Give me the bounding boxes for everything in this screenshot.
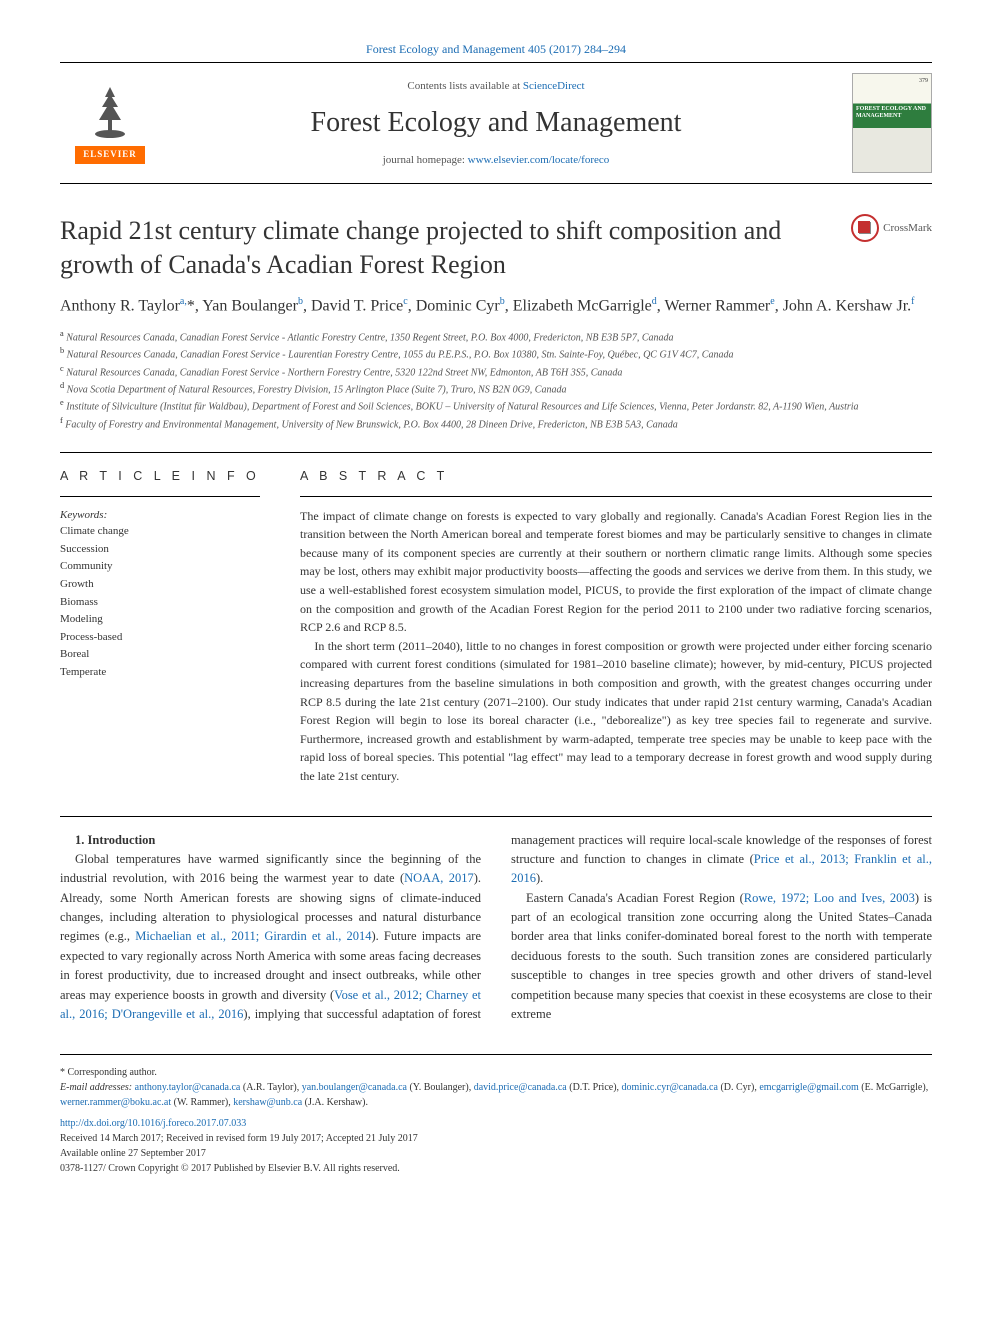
citation-link[interactable]: Rowe, 1972; Loo and Ives, 2003 <box>744 891 915 905</box>
affiliation-line: d Nova Scotia Department of Natural Reso… <box>60 380 932 397</box>
journal-header: ELSEVIER Contents lists available at Sci… <box>60 62 932 184</box>
footer-block: * Corresponding author. E-mail addresses… <box>60 1054 932 1176</box>
email-addresses-line: E-mail addresses: anthony.taylor@canada.… <box>60 1080 932 1110</box>
email-link[interactable]: anthony.taylor@canada.ca <box>135 1082 241 1093</box>
body-two-column: 1. Introduction Global temperatures have… <box>60 831 932 1025</box>
info-divider <box>60 496 260 497</box>
affiliation-line: b Natural Resources Canada, Canadian For… <box>60 345 932 362</box>
article-info-header: A R T I C L E I N F O <box>60 467 260 486</box>
keyword-item: Temperate <box>60 664 260 682</box>
keyword-item: Climate change <box>60 523 260 541</box>
available-line: Available online 27 September 2017 <box>60 1148 206 1159</box>
received-line: Received 14 March 2017; Received in revi… <box>60 1133 418 1144</box>
email-author-label: (Y. Boulanger), <box>407 1082 474 1093</box>
keyword-item: Modeling <box>60 611 260 629</box>
article-info-column: A R T I C L E I N F O Keywords: Climate … <box>60 467 260 786</box>
affiliation-line: f Faculty of Forestry and Environmental … <box>60 415 932 432</box>
email-author-label: (D. Cyr), <box>718 1082 759 1093</box>
keyword-item: Succession <box>60 541 260 559</box>
crossmark-label: CrossMark <box>883 220 932 237</box>
keywords-list: Climate changeSuccessionCommunityGrowthB… <box>60 523 260 681</box>
abstract-row: A R T I C L E I N F O Keywords: Climate … <box>60 467 932 786</box>
contents-available-line: Contents lists available at ScienceDirec… <box>160 78 832 95</box>
email-label: E-mail addresses: <box>60 1082 135 1093</box>
crossmark-badge[interactable]: CrossMark <box>851 214 932 242</box>
email-link[interactable]: david.price@canada.ca <box>474 1082 567 1093</box>
copyright-line: 0378-1127/ Crown Copyright © 2017 Publis… <box>60 1163 400 1174</box>
sciencedirect-link[interactable]: ScienceDirect <box>523 80 585 92</box>
keyword-item: Community <box>60 558 260 576</box>
email-link[interactable]: dominic.cyr@canada.ca <box>622 1082 718 1093</box>
header-right: 379 FOREST ECOLOGY AND MANAGEMENT <box>832 73 932 173</box>
contents-prefix: Contents lists available at <box>407 80 522 92</box>
email-link[interactable]: werner.rammer@boku.ac.at <box>60 1097 171 1108</box>
journal-citation-link[interactable]: Forest Ecology and Management 405 (2017)… <box>60 40 932 58</box>
cover-volume: 379 <box>919 77 928 86</box>
abstract-header: A B S T R A C T <box>300 467 932 486</box>
journal-cover-thumbnail: 379 FOREST ECOLOGY AND MANAGEMENT <box>852 73 932 173</box>
affiliation-line: a Natural Resources Canada, Canadian For… <box>60 328 932 345</box>
publisher-logo-block: ELSEVIER <box>60 82 160 164</box>
keywords-label: Keywords: <box>60 507 260 524</box>
citation-link[interactable]: Vose et al., 2012; <box>334 988 422 1002</box>
homepage-prefix: journal homepage: <box>383 154 468 166</box>
abstract-p1: The impact of climate change on forests … <box>300 507 932 637</box>
elsevier-tree-icon <box>85 82 135 142</box>
divider-bottom <box>60 816 932 817</box>
keyword-item: Process-based <box>60 629 260 647</box>
keyword-item: Growth <box>60 576 260 594</box>
email-author-label: (W. Rammer), <box>171 1097 233 1108</box>
abstract-divider <box>300 496 932 497</box>
crossmark-icon <box>851 214 879 242</box>
email-link[interactable]: kershaw@unb.ca <box>233 1097 302 1108</box>
abstract-text: The impact of climate change on forests … <box>300 507 932 786</box>
affiliation-line: e Institute of Silviculture (Institut fü… <box>60 397 932 414</box>
email-author-label: (J.A. Kershaw). <box>302 1097 368 1108</box>
journal-name: Forest Ecology and Management <box>160 102 832 144</box>
intro-heading: 1. Introduction <box>60 831 481 850</box>
email-link[interactable]: yan.boulanger@canada.ca <box>302 1082 407 1093</box>
divider-top <box>60 452 932 453</box>
title-row: Rapid 21st century climate change projec… <box>60 214 932 282</box>
intro-p2: Eastern Canada's Acadian Forest Region (… <box>511 889 932 1025</box>
article-title: Rapid 21st century climate change projec… <box>60 214 851 282</box>
abstract-p2: In the short term (2011–2040), little to… <box>300 637 932 786</box>
citation-link[interactable]: Michaelian et al., 2011; Girardin et al.… <box>135 929 371 943</box>
abstract-column: A B S T R A C T The impact of climate ch… <box>300 467 932 786</box>
elsevier-wordmark: ELSEVIER <box>75 146 145 164</box>
keyword-item: Biomass <box>60 594 260 612</box>
doi-link[interactable]: http://dx.doi.org/10.1016/j.foreco.2017.… <box>60 1118 246 1129</box>
email-author-label: (A.R. Taylor), <box>240 1082 301 1093</box>
email-link[interactable]: emcgarrigle@gmail.com <box>759 1082 858 1093</box>
corresponding-author-note: * Corresponding author. <box>60 1065 932 1080</box>
email-author-label: (E. McGarrigle), <box>859 1082 928 1093</box>
citation-link[interactable]: NOAA, 2017 <box>404 871 474 885</box>
homepage-link[interactable]: www.elsevier.com/locate/foreco <box>468 154 610 166</box>
affiliations-block: a Natural Resources Canada, Canadian For… <box>60 328 932 432</box>
cover-title: FOREST ECOLOGY AND MANAGEMENT <box>856 106 928 119</box>
header-center: Contents lists available at ScienceDirec… <box>160 78 832 169</box>
authors-line: Anthony R. Taylora,*, Yan Boulangerb, Da… <box>60 294 932 318</box>
footer-meta: http://dx.doi.org/10.1016/j.foreco.2017.… <box>60 1116 932 1176</box>
homepage-line: journal homepage: www.elsevier.com/locat… <box>160 152 832 169</box>
keyword-item: Boreal <box>60 646 260 664</box>
email-author-label: (D.T. Price), <box>567 1082 622 1093</box>
affiliation-line: c Natural Resources Canada, Canadian For… <box>60 363 932 380</box>
